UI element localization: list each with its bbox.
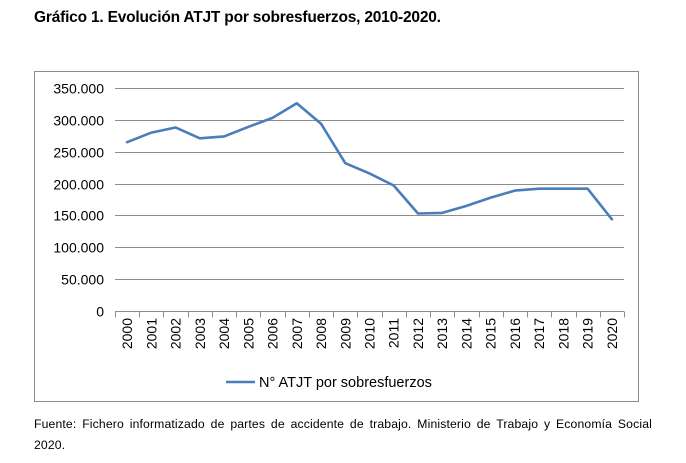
x-tick-label: 2007: [289, 318, 305, 349]
x-tick-label: 2015: [483, 318, 499, 349]
x-tick-label: 2004: [216, 318, 232, 349]
y-tick-label: 250.000: [53, 145, 104, 161]
y-tick-label: 150.000: [53, 208, 104, 224]
y-axis-tick-labels: 0 50.000 100.000 150.000 200.000 250.000 300.0…: [53, 81, 104, 320]
x-tick-label: 2012: [410, 318, 426, 349]
x-tick-label: 2008: [313, 318, 329, 349]
y-tick-label: 350.000: [53, 81, 104, 97]
legend-label: N° ATJT por sobresfuerzos: [259, 375, 432, 391]
x-tick-label: 2018: [555, 318, 571, 349]
x-tick-label: 2009: [337, 318, 353, 349]
x-tick-label: 2013: [434, 318, 450, 349]
source-note: Fuente: Fichero informatizado de partes …: [34, 417, 652, 452]
legend: N° ATJT por sobresfuerzos: [226, 375, 432, 391]
y-tick-label: 100.000: [53, 240, 104, 256]
gridlines: [115, 88, 624, 280]
x-tick-label: 2006: [265, 318, 281, 349]
y-tick-label: 300.000: [53, 113, 104, 129]
x-tick-label: 2017: [531, 318, 547, 349]
y-tick-label: 50.000: [61, 272, 104, 288]
x-tick-label: 2005: [240, 318, 256, 349]
chart-title: Gráfico 1. Evolución ATJT por sobresfuer…: [34, 9, 441, 26]
x-tick-label: 2014: [458, 318, 474, 349]
x-tick-label: 2019: [580, 318, 596, 349]
x-axis: [115, 311, 625, 318]
x-tick-label: 2010: [362, 318, 378, 349]
y-tick-label: 0: [96, 304, 104, 320]
x-tick-label: 2003: [192, 318, 208, 349]
x-tick-label: 2011: [386, 318, 402, 348]
series-line: [125, 102, 614, 221]
x-tick-label: 2020: [604, 318, 620, 349]
x-axis-tick-labels: 2000 2001 2002 2003 2004 2005 2006 2007 2008 2009…: [119, 318, 620, 349]
chart-frame: [34, 71, 639, 402]
x-tick-label: 2000: [119, 318, 135, 349]
x-tick-label: 2001: [143, 318, 159, 349]
x-tick-label: 2002: [168, 318, 184, 349]
y-tick-label: 200.000: [53, 177, 104, 193]
x-tick-label: 2016: [507, 318, 523, 349]
line-chart: 0 50.000 100.000 150.000 200.000 250.000 300.0…: [34, 71, 639, 402]
